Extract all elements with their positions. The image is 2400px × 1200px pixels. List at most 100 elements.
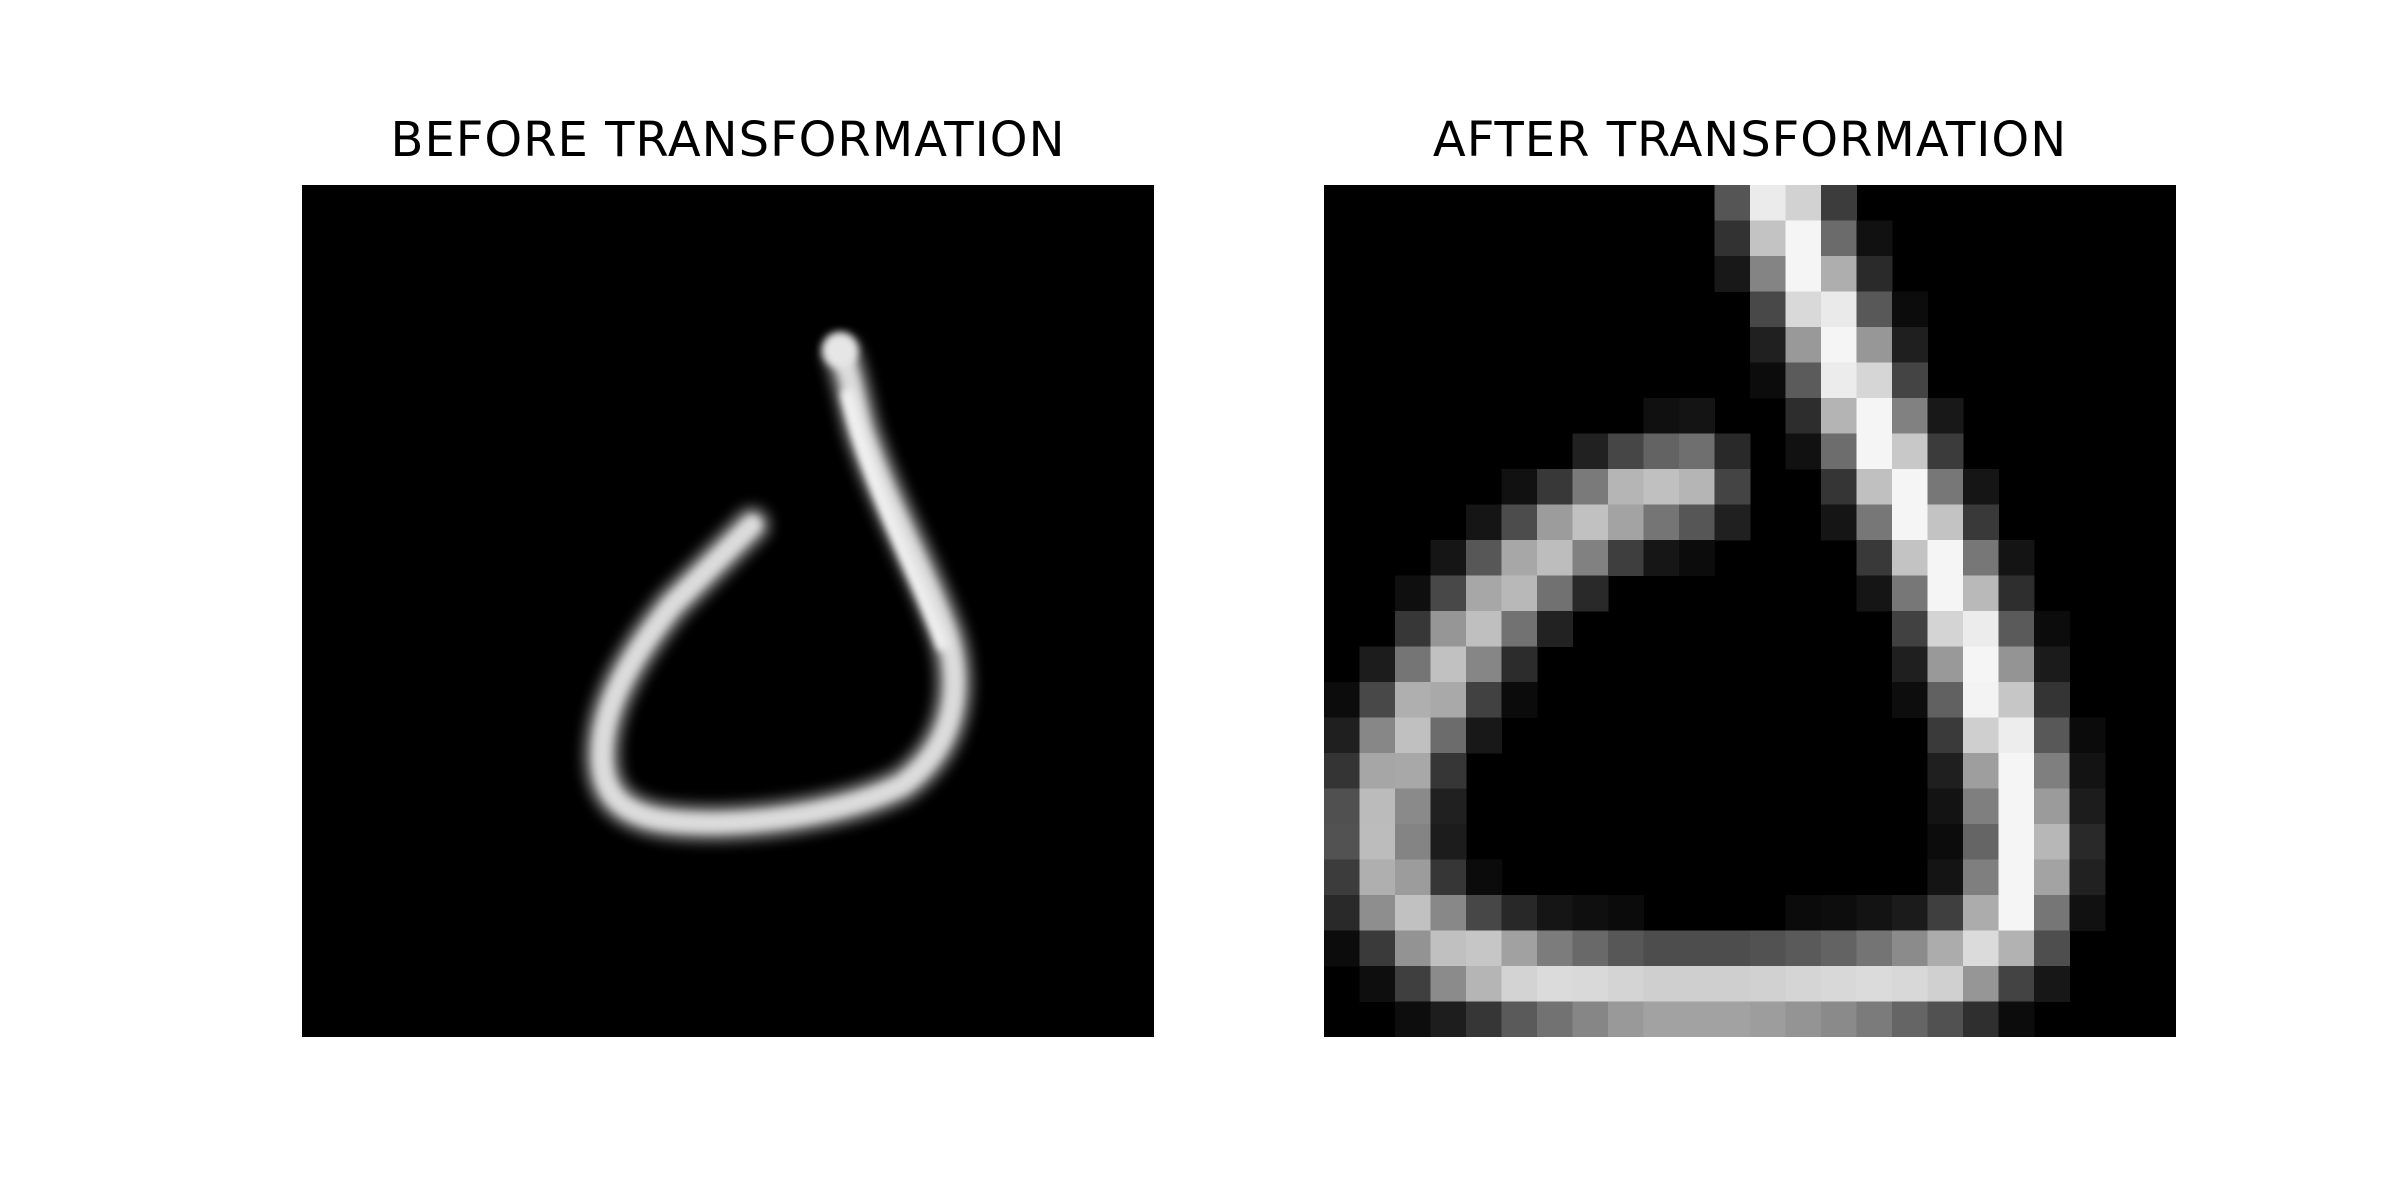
pixel [1359,646,1396,683]
pixel [1430,575,1467,612]
pixel [1750,362,1787,399]
pixel [1856,966,1893,1003]
pixel [1927,788,1964,825]
pixel [1501,646,1538,683]
pixel [1856,362,1893,399]
pixel [1963,717,2000,754]
pixel [1963,575,2000,612]
pixel [1359,682,1396,719]
pixel [1998,575,2035,612]
pixel [1608,540,1645,577]
pixel [1395,966,1432,1003]
pixel [1714,256,1751,293]
pixel [1892,895,1929,932]
pixel [1927,966,1964,1003]
pixel [1927,753,1964,790]
pixel [1821,327,1858,364]
pixel [1785,1001,1822,1037]
pixel [1714,220,1751,257]
pixel [1537,895,1574,932]
pixel [1856,504,1893,541]
pixel [1927,895,1964,932]
pixel [1359,930,1396,967]
pixel [1395,859,1432,896]
pixel [1501,469,1538,506]
pixel [1466,575,1503,612]
pixel [1679,966,1716,1003]
pixel [1892,504,1929,541]
pixel [1324,895,1361,932]
pixel [1714,469,1751,506]
pixel [1430,717,1467,754]
pixel [2034,753,2071,790]
pixel [2069,788,2106,825]
pixel [1395,824,1432,861]
pixel [1359,717,1396,754]
pixel [1466,859,1503,896]
pixel [1927,646,1964,683]
pixel [1856,291,1893,328]
pixel [1998,1001,2035,1037]
pixel [1430,930,1467,967]
pixel [2069,824,2106,861]
pixel [1927,682,1964,719]
pixel [1714,930,1751,967]
pixel [1821,895,1858,932]
pixel [1750,966,1787,1003]
pixel [1714,966,1751,1003]
pixel [1466,1001,1503,1037]
pixel [1892,469,1929,506]
pixel [1572,433,1609,470]
pixel [1395,611,1432,648]
pixel [1892,540,1929,577]
pixel [1430,611,1467,648]
pixel [1643,966,1680,1003]
pixel [2034,682,2071,719]
pixel [1927,398,1964,435]
pixel [1821,398,1858,435]
pixel [1537,469,1574,506]
pixel [1750,220,1787,257]
pixel [1892,327,1929,364]
pixel [1998,646,2035,683]
pixel [1927,469,1964,506]
pixel [1785,185,1822,222]
pixel [2069,895,2106,932]
pixel [1324,859,1361,896]
pixel [1821,504,1858,541]
pixel [1998,859,2035,896]
pixel [1324,824,1361,861]
pixel [1395,895,1432,932]
pixel [2069,753,2106,790]
pixel [1785,398,1822,435]
pixel [1359,753,1396,790]
pixel [1785,433,1822,470]
before-transformation-title: BEFORE TRANSFORMATION [390,112,1066,168]
pixel [1714,433,1751,470]
pixel [2069,717,2106,754]
pixel [1856,930,1893,967]
pixel [1892,575,1929,612]
pixel [1395,753,1432,790]
pixel [1714,504,1751,541]
pixel [1821,1001,1858,1037]
pixel [1927,1001,1964,1037]
pixel [1572,540,1609,577]
pixel [1856,575,1893,612]
pixel [1750,327,1787,364]
pixel [1963,753,2000,790]
pixel [1359,895,1396,932]
pixel [1537,575,1574,612]
pixel [1466,895,1503,932]
pixel [1643,1001,1680,1037]
pixel [1572,1001,1609,1037]
pixel [1466,717,1503,754]
pixel [1750,256,1787,293]
pixel [1785,930,1822,967]
pixel [1501,504,1538,541]
pixel [1643,930,1680,967]
after-transformation-image [1324,185,2176,1037]
pixel [1537,611,1574,648]
pixel [1821,291,1858,328]
pixel [1927,611,1964,648]
